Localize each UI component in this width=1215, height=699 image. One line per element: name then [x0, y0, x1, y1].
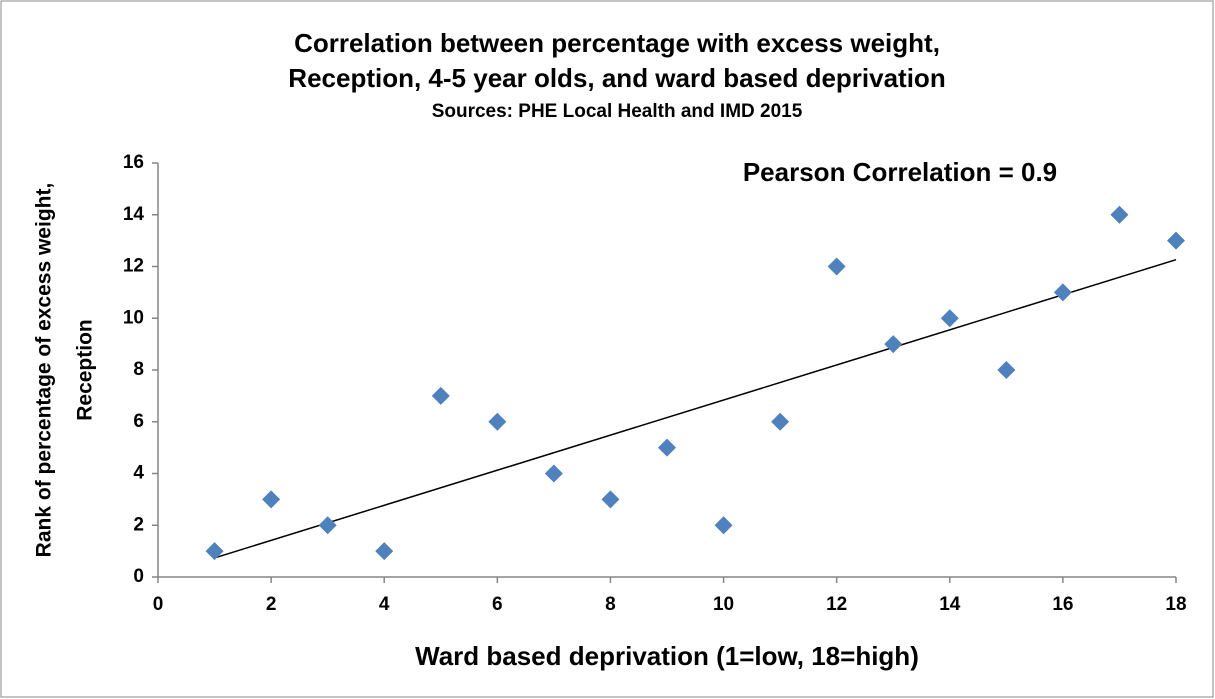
- point: [997, 361, 1016, 379]
- x-tick-label: 10: [713, 594, 734, 615]
- x-tick-label: 4: [379, 594, 390, 615]
- y-axis-label: Rank of percentage of excess weight,: [33, 183, 56, 558]
- y-tick-label: 10: [123, 307, 144, 328]
- x-tick-label: 0: [153, 594, 164, 615]
- y-tick-label: 12: [123, 256, 144, 277]
- x-tick-label: 8: [605, 594, 616, 615]
- point: [431, 386, 450, 405]
- y-tick-label: 16: [123, 152, 144, 173]
- point: [1110, 205, 1129, 224]
- point: [771, 412, 790, 431]
- point: [1167, 231, 1185, 250]
- x-axis-label: Ward based deprivation (1=low, 18=high): [415, 641, 919, 671]
- y-tick-label: 2: [133, 514, 144, 535]
- point: [375, 542, 394, 561]
- trend-line: [214, 258, 1177, 559]
- chart-title: Reception, 4-5 year olds, and ward based…: [288, 63, 945, 93]
- x-tick-label: 18: [1165, 594, 1186, 615]
- y-tick-label: 8: [133, 359, 144, 380]
- x-tick-label: 6: [492, 594, 503, 615]
- point: [827, 257, 846, 276]
- y-tick-label: 14: [123, 204, 145, 225]
- point: [318, 516, 337, 535]
- y-tick-label: 6: [133, 411, 144, 432]
- y-tick-label: 4: [133, 463, 144, 484]
- point: [658, 438, 676, 457]
- point: [714, 516, 733, 535]
- point: [262, 490, 281, 509]
- chart-title: Correlation between percentage with exce…: [294, 28, 940, 58]
- point: [544, 464, 563, 483]
- x-tick-label: 16: [1052, 594, 1073, 615]
- y-axis-label: Reception: [74, 319, 97, 421]
- chart-subtitle: Sources: PHE Local Health and IMD 2015: [432, 101, 803, 122]
- point: [601, 490, 620, 509]
- annotation: Pearson Correlation = 0.9: [743, 157, 1057, 187]
- point: [940, 309, 959, 328]
- point: [884, 335, 903, 354]
- x-tick-label: 14: [939, 594, 961, 615]
- point: [205, 542, 224, 561]
- x-tick-label: 2: [266, 594, 277, 615]
- y-tick-label: 0: [133, 566, 144, 587]
- point: [488, 412, 507, 431]
- x-tick-label: 12: [826, 594, 847, 615]
- point: [1053, 283, 1072, 302]
